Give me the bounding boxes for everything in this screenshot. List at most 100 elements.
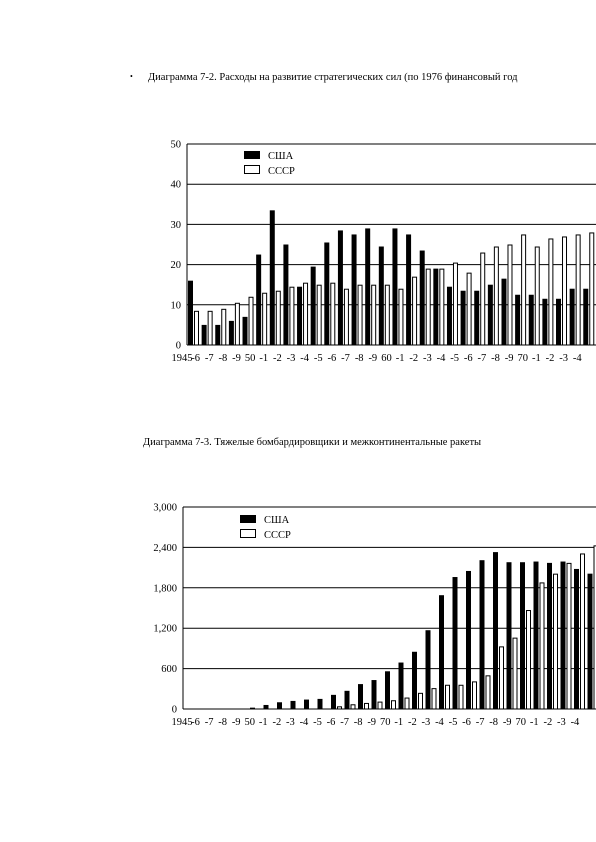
y-tick-label: 50 — [171, 140, 182, 151]
x-tick-label: -4 — [571, 717, 580, 728]
bar-usa — [385, 671, 390, 709]
x-tick-label: -5 — [313, 717, 322, 728]
bar-ussr — [412, 276, 418, 346]
y-tick-label: 40 — [171, 180, 182, 191]
bar-ussr — [425, 268, 431, 346]
bar-usa — [256, 254, 262, 345]
x-tick-label: -9 — [503, 717, 512, 728]
x-tick-label: -4 — [437, 353, 446, 364]
bar-usa — [351, 234, 357, 345]
bar-ussr — [445, 684, 450, 710]
bar-usa — [520, 562, 525, 709]
bar-ussr — [507, 244, 513, 346]
bar-ussr — [404, 697, 410, 710]
bar-usa — [412, 651, 417, 709]
legend-usa-label: США — [264, 515, 290, 526]
bar-ussr — [221, 308, 227, 346]
x-tick-label: -2 — [409, 353, 418, 364]
bar-ussr — [539, 582, 545, 710]
bar-usa — [587, 573, 593, 709]
bar-ussr — [593, 545, 596, 710]
bar-ussr — [234, 302, 240, 346]
bar-usa — [263, 704, 269, 709]
x-tick-label: -8 — [355, 353, 364, 364]
bar-usa — [439, 595, 444, 709]
bar-usa — [324, 242, 330, 345]
x-tick-label: -1 — [259, 353, 268, 364]
x-tick-label: -7 — [205, 717, 214, 728]
bar-usa — [506, 562, 512, 709]
bar-ussr — [431, 688, 437, 710]
bar-usa — [297, 286, 303, 345]
x-tick-label: 70 — [380, 717, 391, 728]
bar-usa — [460, 290, 466, 345]
bar-usa — [269, 210, 275, 345]
x-tick-label: -9 — [505, 353, 514, 364]
bar-usa — [528, 294, 534, 345]
x-tick-label: -1 — [394, 717, 403, 728]
x-tick-label: -1 — [530, 717, 539, 728]
x-tick-label: 50 — [245, 717, 256, 728]
bar-ussr — [493, 246, 499, 346]
legend-ussr-label: СССР — [268, 166, 295, 177]
bar-ussr — [480, 252, 486, 346]
legend-ussr-label: СССР — [264, 530, 291, 541]
x-tick-label: -6 — [464, 353, 473, 364]
x-tick-label: -9 — [367, 717, 376, 728]
bar-usa — [337, 230, 343, 345]
bar-usa — [371, 680, 377, 709]
x-tick-label: -4 — [300, 353, 309, 364]
bar-usa — [277, 702, 282, 709]
bar-usa — [583, 288, 589, 345]
y-tick-label: 20 — [171, 260, 182, 271]
y-tick-label: 1,200 — [153, 624, 177, 635]
bar-usa — [515, 294, 521, 345]
legend-usa-swatch — [240, 515, 256, 523]
x-tick-label: -6 — [191, 353, 200, 364]
x-tick-label: -8 — [354, 717, 363, 728]
y-tick-label: 10 — [171, 300, 182, 311]
x-tick-label: -5 — [314, 353, 323, 364]
bar-ussr — [499, 646, 504, 710]
bar-usa — [542, 298, 548, 345]
x-tick-label: -9 — [232, 353, 241, 364]
bar-usa — [487, 284, 493, 345]
x-tick-label: -1 — [396, 353, 405, 364]
bar-ussr — [580, 553, 585, 710]
x-tick-label: -6 — [191, 717, 200, 728]
x-tick-label: -1 — [532, 353, 541, 364]
bar-ussr — [466, 272, 472, 346]
bar-ussr — [562, 236, 568, 346]
bar-ussr — [343, 288, 349, 346]
chart-2-caption: Диаграмма 7-3. Тяжелые бомбардировщики и… — [143, 437, 482, 448]
bar-ussr — [337, 706, 342, 710]
x-tick-label: 60 — [381, 353, 392, 364]
x-tick-label: -6 — [328, 353, 337, 364]
bar-usa — [365, 228, 371, 345]
bar-usa — [358, 684, 363, 709]
y-tick-label: 30 — [171, 220, 182, 231]
x-tick-label: -8 — [489, 717, 498, 728]
legend-ussr-swatch — [240, 529, 256, 538]
bar-usa — [425, 630, 431, 709]
x-tick-label: -3 — [559, 353, 568, 364]
bar-ussr — [316, 284, 322, 346]
bar-ussr — [452, 262, 458, 346]
x-tick-label: -2 — [272, 717, 281, 728]
bar-usa — [433, 268, 439, 345]
x-tick-label: -3 — [422, 717, 431, 728]
x-tick-label: -2 — [543, 717, 552, 728]
bar-usa — [493, 552, 498, 709]
bar-ussr — [472, 681, 477, 710]
bar-ussr — [289, 286, 295, 346]
bar-usa — [569, 288, 575, 345]
bar-ussr — [526, 610, 531, 710]
bar-ussr — [248, 296, 254, 346]
bar-usa — [201, 324, 207, 345]
bar-usa — [242, 316, 248, 345]
bar-usa — [331, 694, 336, 709]
bar-ussr — [303, 282, 309, 346]
bar-usa — [304, 699, 309, 709]
bar-ussr — [485, 675, 491, 710]
